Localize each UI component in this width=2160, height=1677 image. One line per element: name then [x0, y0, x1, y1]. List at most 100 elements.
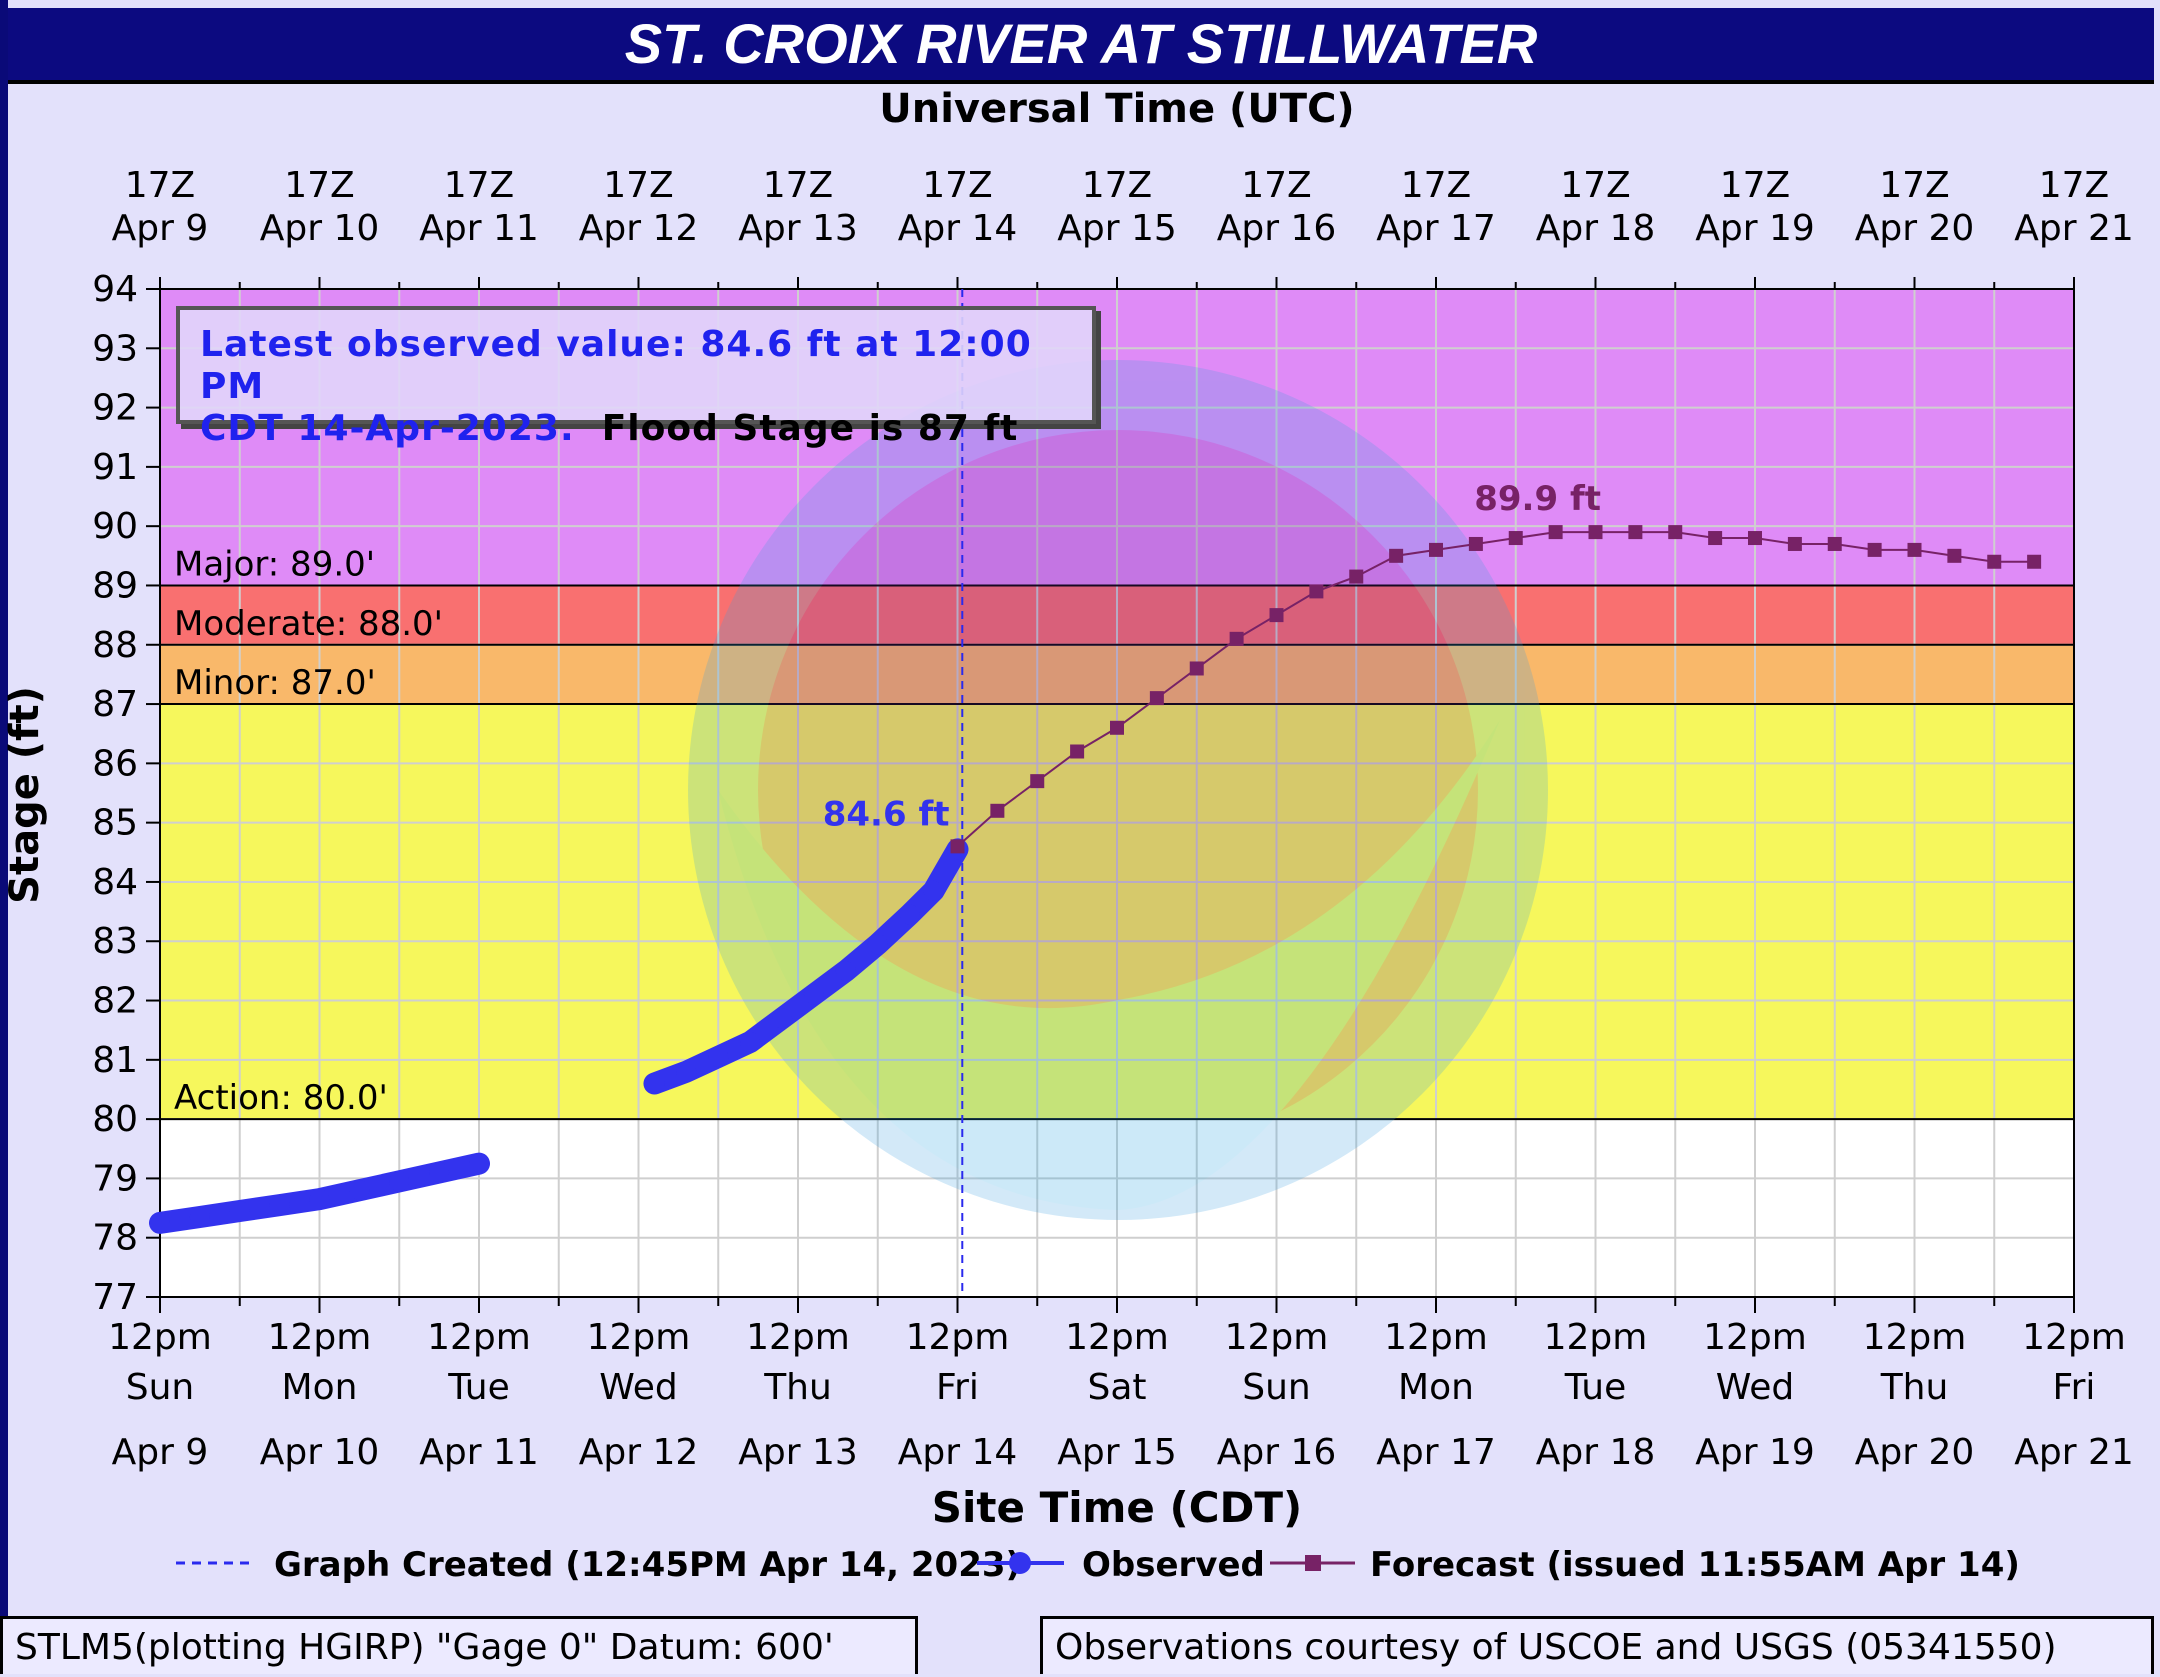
- observed-point: [708, 1046, 729, 1067]
- x-top-tick-date: Apr 13: [738, 208, 858, 249]
- forecast-point: [1907, 542, 1922, 557]
- forecast-point: [1987, 554, 2002, 569]
- legend-observed: Observed: [1082, 1545, 1265, 1585]
- series-layer: 84.6 ft 89.9 ft: [149, 479, 2042, 1234]
- forecast-point: [2027, 554, 2042, 569]
- y-tick-label: 93: [92, 328, 138, 369]
- y-tick-label: 83: [92, 921, 138, 962]
- x-tick-date: Apr 11: [419, 1432, 539, 1473]
- x-tick-time: 12pm: [108, 1317, 212, 1358]
- latest-observed-line1: Latest observed value: 84.6 ft at 12:00 …: [200, 324, 1032, 407]
- x-top-tick-date: Apr 12: [579, 208, 699, 249]
- observed-point: [644, 1073, 665, 1094]
- x-tick-date: Apr 16: [1217, 1432, 1337, 1473]
- forecast-point: [1149, 691, 1164, 706]
- forecast-legend-marker: [1305, 1555, 1321, 1571]
- observed-point: [469, 1153, 489, 1174]
- observed-point: [923, 880, 944, 901]
- footer-credits-box: Observations courtesy of USCOE and USGS …: [1040, 1616, 2154, 1674]
- forecast-annotation: 89.9 ft: [1474, 479, 1601, 519]
- y-tick-label: 92: [92, 388, 138, 429]
- x-top-tick-time: 17Z: [1401, 165, 1471, 206]
- bottom-axis-title: Site Time (CDT): [932, 1483, 1302, 1532]
- x-tick-day: Mon: [282, 1367, 358, 1408]
- flood-stage-text: Flood Stage is 87 ft: [601, 408, 1019, 449]
- forecast-point: [1708, 531, 1723, 546]
- x-top-tick-date: Apr 20: [1855, 208, 1975, 249]
- x-top-tick-time: 17Z: [125, 165, 195, 206]
- forecast-point: [1110, 720, 1124, 735]
- y-tick-label: 80: [92, 1099, 138, 1140]
- x-tick-time: 12pm: [1703, 1317, 1807, 1358]
- x-top-tick-time: 17Z: [1241, 165, 1311, 206]
- x-tick-date: Apr 17: [1376, 1432, 1496, 1473]
- x-tick-day: Tue: [1564, 1367, 1627, 1408]
- x-tick-time: 12pm: [1225, 1317, 1329, 1358]
- forecast-point: [1030, 774, 1045, 789]
- x-tick-time: 12pm: [427, 1317, 531, 1358]
- legend: Graph Created (12:45PM Apr 14, 2023) Obs…: [176, 1545, 2020, 1585]
- observed-point: [835, 960, 856, 981]
- y-tick-label: 90: [92, 506, 138, 547]
- y-tick-label: 94: [92, 269, 138, 310]
- y-tick-label: 82: [92, 981, 138, 1022]
- footer-datum-text: STLM5(plotting HGIRP) "Gage 0" Datum: 60…: [15, 1627, 834, 1668]
- x-top-tick-time: 17Z: [1560, 165, 1630, 206]
- grid-lines: [160, 289, 2074, 1297]
- x-tick-date: Apr 10: [260, 1432, 380, 1473]
- observed-point: [740, 1032, 761, 1053]
- x-axis-bottom-ticks: 12pm Sun Apr 9 12pm Mon Apr 10 12pm Tue Apr 11 12…: [108, 1297, 2134, 1473]
- y-tick-label: 88: [92, 625, 138, 666]
- observed-point: [803, 984, 824, 1005]
- y-tick-label: 89: [92, 565, 138, 606]
- x-tick-day: Thu: [763, 1367, 832, 1408]
- observed-point: [429, 1162, 450, 1183]
- x-top-tick-time: 17Z: [1879, 165, 1949, 206]
- band-labels: Major: 89.0' Moderate: 88.0' Minor: 87.0' A…: [174, 544, 443, 1118]
- x-tick-date: Apr 19: [1695, 1432, 1815, 1473]
- x-top-tick-time: 17Z: [2039, 165, 2109, 206]
- observed-point: [389, 1171, 410, 1192]
- observed-point: [269, 1195, 290, 1216]
- x-tick-time: 12pm: [1863, 1317, 1967, 1358]
- x-top-tick-date: Apr 9: [112, 208, 209, 249]
- x-tick-date: Apr 12: [579, 1432, 699, 1473]
- top-axis-title: Universal Time (UTC): [879, 86, 1354, 132]
- x-tick-date: Apr 20: [1855, 1432, 1975, 1473]
- x-top-tick-date: Apr 16: [1217, 208, 1337, 249]
- forecast-point: [1189, 661, 1204, 676]
- x-tick-time: 12pm: [1384, 1317, 1488, 1358]
- forecast-point: [1269, 608, 1284, 623]
- x-tick-day: Fri: [936, 1367, 979, 1408]
- forecast-point: [1349, 569, 1364, 584]
- y-tick-label: 84: [92, 862, 138, 903]
- x-tick-date: Apr 21: [2014, 1432, 2134, 1473]
- x-top-tick-time: 17Z: [1720, 165, 1790, 206]
- forecast-point: [1508, 531, 1523, 546]
- noaa-watermark: [688, 360, 1548, 1220]
- x-tick-day: Thu: [1880, 1367, 1949, 1408]
- x-top-tick-date: Apr 11: [419, 208, 539, 249]
- x-top-tick-time: 17Z: [444, 165, 514, 206]
- x-top-tick-time: 17Z: [1082, 165, 1152, 206]
- y-tick-label: 87: [92, 684, 138, 725]
- x-top-tick-time: 17Z: [603, 165, 673, 206]
- forecast-point: [1548, 525, 1563, 540]
- x-tick-time: 12pm: [1544, 1317, 1648, 1358]
- x-tick-time: 12pm: [746, 1317, 850, 1358]
- x-top-tick-date: Apr 21: [2014, 208, 2134, 249]
- x-top-tick-date: Apr 14: [898, 208, 1018, 249]
- y-tick-label: 86: [92, 743, 138, 784]
- legend-graph-created: Graph Created (12:45PM Apr 14, 2023): [274, 1545, 1021, 1585]
- x-top-tick-date: Apr 19: [1695, 208, 1815, 249]
- x-tick-day: Sun: [126, 1367, 194, 1408]
- x-tick-date: Apr 9: [112, 1432, 209, 1473]
- observed-point: [189, 1206, 210, 1227]
- x-tick-day: Fri: [2053, 1367, 2096, 1408]
- x-tick-day: Sat: [1087, 1367, 1146, 1408]
- y-tick-label: 77: [92, 1277, 138, 1318]
- latest-observed-line2: CDT 14-Apr-2023.: [200, 408, 575, 449]
- x-top-tick-time: 17Z: [763, 165, 833, 206]
- x-tick-day: Wed: [1716, 1367, 1795, 1408]
